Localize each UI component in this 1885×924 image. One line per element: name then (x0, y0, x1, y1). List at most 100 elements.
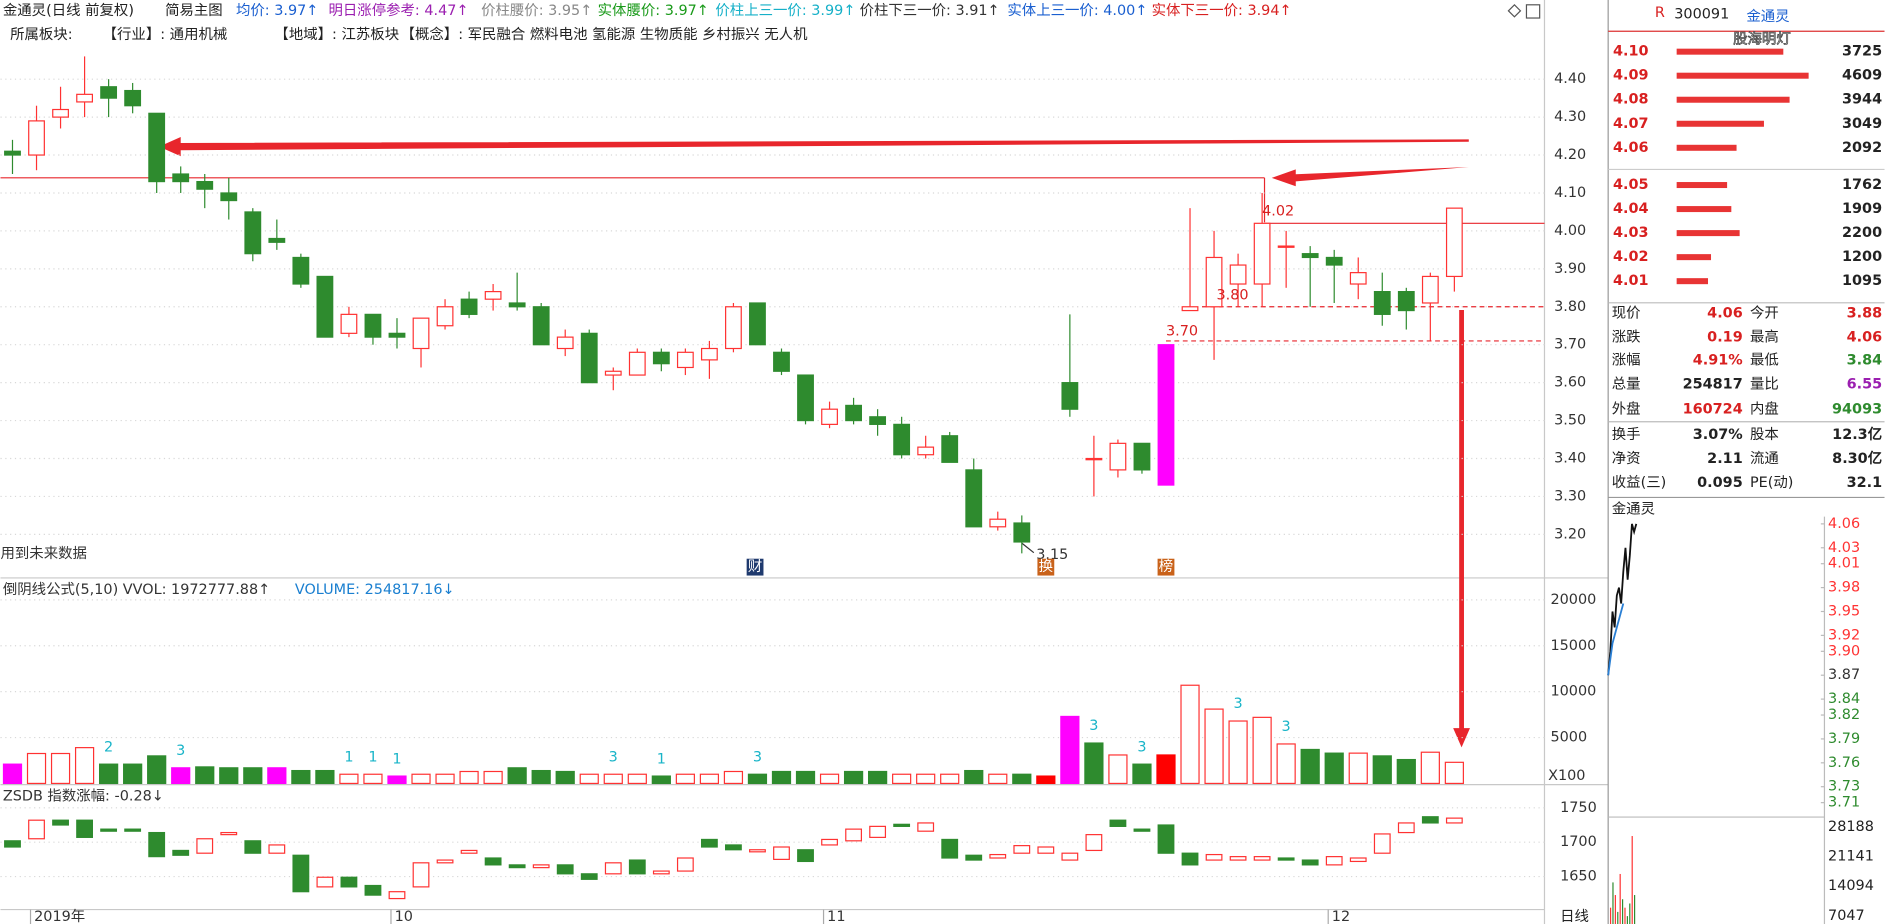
header-item: 价柱上三一价: 3.99↑ (715, 2, 855, 19)
diamond-icon[interactable] (1507, 3, 1522, 18)
volume-label: 3 (1089, 718, 1098, 734)
y-tick-label: 4.40 (1554, 71, 1586, 87)
volume-bar (579, 773, 599, 785)
index-candle (28, 819, 45, 840)
header-item: 实体下三一价: 3.94↑ (1152, 2, 1292, 19)
volume-label: 3 (753, 749, 762, 765)
volume-bar (1396, 758, 1416, 785)
candle-body (1109, 442, 1127, 471)
intraday-line (1607, 523, 1638, 676)
index-candle (845, 828, 862, 842)
index-candle (340, 876, 358, 888)
y-tick-label: 3.71 (1828, 795, 1860, 811)
candle-body (821, 408, 838, 425)
index-candle (1301, 859, 1319, 866)
y-tick-label: 3.60 (1554, 375, 1586, 391)
quote-value: 3.88 (1847, 306, 1883, 322)
book-bar (1676, 278, 1709, 285)
candle-body (1133, 442, 1151, 471)
volume-bar (1276, 743, 1296, 785)
volume-bar (387, 775, 407, 785)
candle-body (268, 237, 286, 243)
volume-bar (1348, 752, 1368, 785)
volume-label: 1 (657, 751, 666, 767)
candle-body (28, 120, 45, 156)
candle-body (1061, 382, 1079, 410)
candle-body (773, 351, 790, 372)
volume-bar (555, 770, 575, 785)
book-bar (1676, 96, 1790, 103)
quote-value: 3.84 (1847, 352, 1883, 368)
volume-bar (747, 773, 768, 785)
volume-bar (483, 770, 503, 785)
annotation: 榜 (1159, 558, 1173, 575)
quote-value: 2.11 (1707, 451, 1743, 467)
volume-bar (892, 773, 912, 785)
volume-bar (1084, 742, 1104, 785)
y-tick-label: 4.30 (1554, 109, 1586, 125)
candle-body (1445, 207, 1463, 278)
event-badge[interactable] (1037, 558, 1055, 576)
volume-bar (315, 769, 335, 785)
y-tick-label: 1750 (1560, 800, 1597, 816)
volume-bar (1372, 755, 1392, 785)
arrow (159, 136, 1469, 157)
volume-bar (1420, 751, 1440, 785)
y-tick-label: 3.70 (1554, 337, 1586, 353)
volume-bar (964, 769, 984, 785)
y-tick-label: 1650 (1560, 869, 1597, 885)
volume-bar (195, 766, 215, 785)
candle-body (532, 306, 550, 346)
index-candle (100, 828, 118, 832)
unit-label: X100 (1548, 768, 1585, 784)
index-candle (364, 884, 382, 896)
quote-label: 股本 (1750, 426, 1779, 443)
volume-bar (243, 767, 263, 785)
book-bar (1676, 120, 1764, 127)
candle-body (340, 313, 358, 334)
candle-body (1349, 272, 1367, 285)
index-candle (1397, 822, 1415, 834)
event-badge[interactable] (1157, 558, 1175, 576)
candle-body (220, 192, 238, 202)
x-tick-label: 12 (1332, 909, 1350, 924)
index-candle (1037, 846, 1055, 854)
quote-value: 6.55 (1847, 376, 1883, 392)
volume-bar (2, 763, 23, 785)
book-volume: 3944 (1842, 92, 1882, 108)
volume-bar (339, 773, 359, 785)
index-candle (412, 862, 430, 888)
volume-bar (267, 767, 287, 785)
intraday-title: 金通灵 (1612, 500, 1655, 517)
quote-value: 3.07% (1693, 427, 1743, 443)
quote-label: 涨跌 (1612, 329, 1641, 346)
y-tick-label: 3.73 (1828, 779, 1860, 795)
y-tick-label: 7047 (1828, 908, 1865, 924)
index-candle (989, 853, 1007, 859)
index-candle (1133, 828, 1151, 832)
y-tick-label: 15000 (1550, 638, 1596, 654)
candle-body (4, 150, 21, 156)
index-candle (1421, 816, 1439, 824)
volume-bar (507, 767, 527, 785)
arrow (1271, 167, 1469, 187)
window-icon[interactable] (1525, 4, 1541, 19)
quote-value: 32.1 (1847, 475, 1883, 491)
book-price: 4.03 (1613, 225, 1649, 241)
candle-body (292, 256, 310, 285)
quote-label: 内盘 (1750, 400, 1779, 418)
quote-label: 净资 (1612, 450, 1641, 467)
candle-body (316, 275, 334, 338)
header-item: 金通灵(日线 前复权) (3, 1, 134, 19)
y-tick-label: 3.20 (1554, 526, 1586, 542)
book-price: 4.10 (1613, 44, 1649, 60)
volume-bar (1108, 754, 1128, 785)
volume-bar (603, 773, 623, 785)
candle-body (1373, 291, 1391, 315)
y-tick-label: 4.01 (1828, 556, 1860, 572)
event-badge[interactable] (746, 558, 764, 576)
quote-value: 0.19 (1707, 330, 1743, 346)
volume-bar (675, 773, 695, 785)
volume-bar (723, 770, 744, 785)
candle-body (1277, 245, 1295, 248)
